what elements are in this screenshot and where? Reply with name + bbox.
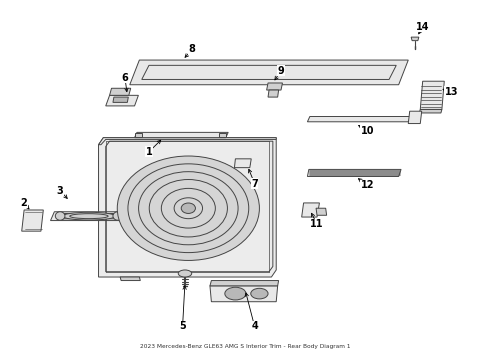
Text: 1: 1 [146,147,152,157]
Polygon shape [316,208,327,215]
Polygon shape [106,95,138,106]
Polygon shape [210,286,278,302]
Ellipse shape [113,212,122,220]
Text: 6: 6 [122,73,128,83]
Text: 8: 8 [189,45,196,54]
Text: 3: 3 [57,186,64,195]
Text: 7: 7 [251,179,258,189]
Polygon shape [50,212,124,221]
Text: 12: 12 [361,180,374,190]
Polygon shape [268,90,279,97]
Polygon shape [113,97,128,102]
Text: 2: 2 [21,198,27,208]
Polygon shape [307,170,401,176]
Polygon shape [267,83,282,90]
Text: 5: 5 [179,321,186,332]
Ellipse shape [178,270,192,277]
Bar [219,134,226,137]
Polygon shape [411,37,419,41]
Polygon shape [135,132,228,138]
Ellipse shape [63,212,115,220]
Polygon shape [408,111,422,123]
Text: 10: 10 [361,126,374,136]
Text: 11: 11 [310,219,324,229]
Polygon shape [22,210,43,231]
Polygon shape [302,203,319,217]
Polygon shape [130,60,408,85]
Text: 13: 13 [445,87,458,97]
Polygon shape [120,277,140,280]
Polygon shape [419,109,442,113]
Text: 14: 14 [416,22,429,32]
Polygon shape [420,81,444,109]
Polygon shape [210,280,279,286]
Ellipse shape [181,203,196,213]
Ellipse shape [117,156,259,260]
Polygon shape [307,117,411,122]
Ellipse shape [251,288,268,299]
Text: 9: 9 [278,66,284,76]
Polygon shape [98,138,276,145]
Bar [135,134,142,137]
Ellipse shape [55,212,65,220]
Polygon shape [98,138,276,277]
Polygon shape [110,88,131,95]
Ellipse shape [225,287,246,300]
Text: 2023 Mercedes-Benz GLE63 AMG S Interior Trim - Rear Body Diagram 1: 2023 Mercedes-Benz GLE63 AMG S Interior … [140,345,350,349]
Text: 4: 4 [251,321,258,332]
Polygon shape [234,159,251,168]
